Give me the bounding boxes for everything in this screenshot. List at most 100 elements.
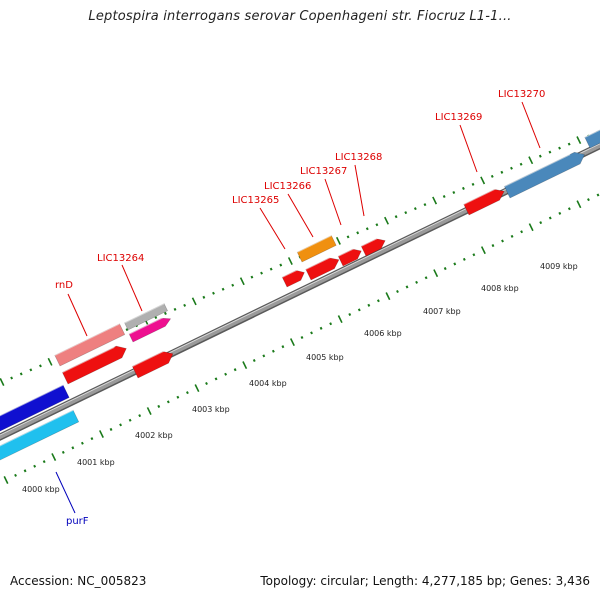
inner-minor-tick [119,423,123,427]
inner-minor-tick [61,450,65,454]
inner-minor-tick [405,285,409,289]
gene-steelblue[interactable] [584,128,600,149]
gene-label-LIC13266[interactable]: LIC13266 [264,181,311,192]
inner-minor-tick [214,377,218,381]
outer-major-tick [47,357,53,366]
inner-minor-tick [415,280,419,284]
gene-red-7-highlight [463,187,497,205]
inner-minor-tick [510,234,514,238]
inner-minor-tick [23,469,27,473]
inner-minor-tick [558,211,562,215]
inner-major-tick [433,269,439,278]
scale-label: 4000 kbp [22,485,60,494]
gene-label-purF[interactable]: purF [66,516,89,527]
outer-minor-tick [269,267,273,271]
inner-major-tick [3,476,9,484]
outer-major-tick [239,277,245,286]
outer-minor-tick [356,231,360,235]
inner-major-tick [528,223,534,232]
gene-red-6[interactable] [360,238,386,257]
leader-LIC13267 [324,178,342,226]
gene-label-LIC13264[interactable]: LIC13264 [97,253,144,264]
inner-minor-tick [596,193,600,197]
outer-minor-tick [538,154,542,158]
outer-minor-tick [394,215,398,219]
inner-minor-tick [262,354,266,358]
inner-minor-tick [367,303,371,307]
outer-minor-tick [471,182,475,186]
gene-magenta[interactable] [128,317,172,343]
inner-minor-tick [271,349,275,353]
gene-label-LIC13268[interactable]: LIC13268 [335,152,382,163]
outer-major-tick [0,378,5,386]
leader-rnD [67,293,88,337]
accession-text: Accession: NC_005823 [10,574,147,588]
inner-minor-tick [319,326,323,330]
inner-minor-tick [71,446,75,450]
outer-minor-tick [413,207,417,211]
inner-minor-tick [42,460,46,464]
outer-minor-tick [423,203,427,207]
outer-minor-tick [346,235,350,239]
gene-label-rnD[interactable]: rnD [55,280,73,291]
gene-pink-highlight [54,323,120,356]
inner-major-tick [99,430,104,438]
gene-red-6-highlight [360,236,380,247]
genome-summary-text: Topology: circular; Length: 4,277,185 bp… [260,574,590,588]
outer-major-tick [528,156,534,165]
outer-major-tick [335,236,341,245]
gene-red-1[interactable] [61,345,127,385]
gene-label-LIC13265[interactable]: LIC13265 [232,195,279,206]
outer-minor-tick [29,368,33,372]
outer-minor-tick [212,291,215,295]
inner-minor-tick [472,253,476,257]
outer-major-tick [480,176,486,185]
gene-red-7[interactable] [463,189,505,216]
inner-minor-tick [80,441,84,445]
gene-steelblue[interactable] [503,151,585,199]
gene-label-LIC13269[interactable]: LIC13269 [435,112,482,123]
inner-minor-tick [176,395,180,399]
scale-labels: 4000 kbp 4001 kbp 4002 kbp 4003 kbp 4004 kbp… [22,262,578,494]
inner-minor-tick [252,358,256,363]
gene-label-LIC13270[interactable]: LIC13270 [498,89,545,100]
outer-minor-tick [260,271,263,275]
scale-label: 4005 kbp [306,353,344,362]
gene-grey-highlight [124,302,165,324]
outer-minor-tick [183,303,187,307]
inner-tick-track [3,193,600,484]
leader-LIC13270 [521,101,541,149]
gene-red-4[interactable] [305,257,340,281]
outer-minor-tick [461,186,465,190]
inner-minor-tick [443,267,447,271]
inner-minor-tick [329,322,333,326]
leader-purF [55,471,76,514]
inner-major-tick [51,453,57,461]
inner-major-tick [385,292,391,301]
outer-major-tick [384,216,389,225]
gene-red-3[interactable] [281,270,305,288]
inner-minor-tick [166,400,170,404]
outer-minor-tick [452,190,456,195]
scale-label: 4007 kbp [423,307,461,316]
inner-minor-tick [520,230,524,234]
outer-minor-tick [125,328,129,332]
inner-major-tick [576,200,582,209]
outer-minor-tick [250,275,254,279]
outer-minor-tick [231,283,235,287]
leader-LIC13265 [259,207,286,250]
leader-LIC13269 [459,124,478,173]
gene-magenta-highlight [128,316,164,335]
leader-LIC13268 [354,164,365,217]
scale-label: 4003 kbp [192,405,230,414]
inner-minor-tick [491,244,495,248]
map-title: Leptospira interrogans serovar Copenhage… [88,9,512,24]
gene-red-4-highlight [305,255,333,270]
gene-label-LIC13267[interactable]: LIC13267 [300,166,347,177]
label-leaders [55,101,541,514]
outer-minor-tick [510,166,513,170]
gene-red-2[interactable] [131,351,174,379]
inner-minor-tick [185,391,189,395]
inner-minor-tick [33,464,37,468]
